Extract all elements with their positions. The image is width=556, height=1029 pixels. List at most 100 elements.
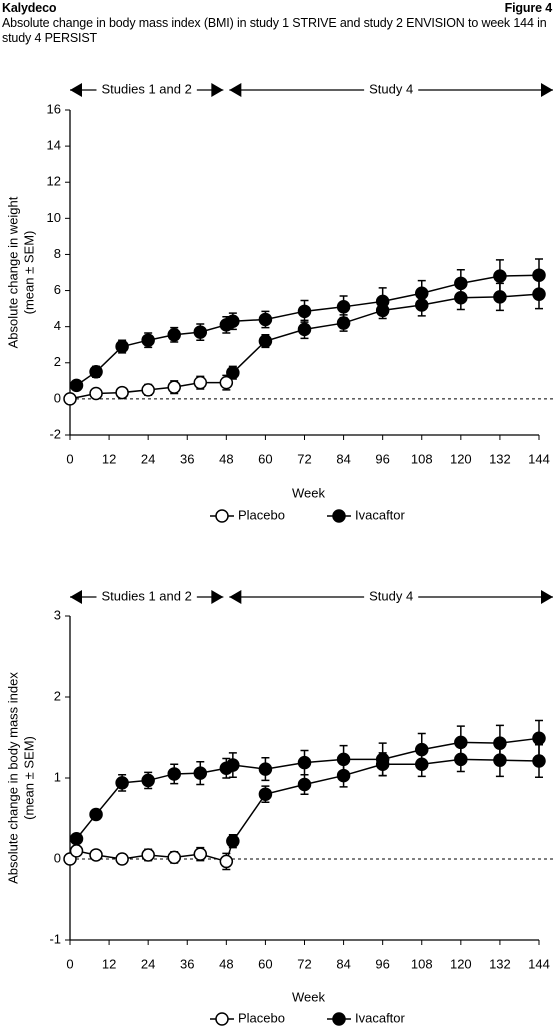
data-point (115, 852, 129, 866)
data-point (193, 375, 208, 390)
y-tick-label: 2 (54, 688, 61, 703)
data-point (454, 735, 468, 750)
y-tick-label: -1 (49, 931, 61, 946)
data-point (336, 300, 351, 314)
x-tick-label: 84 (336, 956, 350, 971)
x-tick-label: 12 (102, 956, 116, 971)
data-point (226, 365, 240, 380)
data-point (258, 334, 273, 348)
x-tick-label: 0 (66, 956, 73, 971)
annotation-label-bg (96, 87, 197, 93)
data-point (493, 736, 507, 750)
x-tick-label: 120 (450, 451, 472, 466)
header-top: Kalydeco Figure 4 (2, 1, 552, 16)
data-point (141, 383, 155, 397)
data-point (297, 322, 312, 337)
data-point (493, 290, 507, 304)
data-point (89, 365, 103, 379)
data-point (69, 832, 84, 846)
x-tick-label: 144 (528, 956, 550, 971)
x-tick-label: 48 (219, 956, 233, 971)
data-point (219, 854, 234, 869)
data-point (454, 291, 468, 305)
data-point (167, 850, 181, 865)
data-point (415, 757, 429, 771)
annotation-label-bg (96, 594, 197, 600)
x-tick-label: 132 (489, 956, 511, 971)
annotation-label-bg (364, 594, 419, 600)
y-tick-label: 0 (54, 390, 61, 405)
x-tick-label: 96 (375, 956, 389, 971)
data-point (258, 762, 273, 776)
x-tick-label: 0 (66, 451, 73, 466)
y-tick-label: 10 (47, 210, 61, 225)
legend-marker (332, 1012, 346, 1026)
data-point (89, 386, 103, 401)
y-tick-label: 8 (54, 246, 61, 261)
x-tick-label: 24 (141, 956, 155, 971)
legend-label: Placebo (238, 1010, 285, 1025)
data-point (219, 375, 234, 390)
x-tick-label: 108 (411, 956, 433, 971)
legend-label: Ivacaftor (355, 1010, 406, 1025)
data-point (297, 777, 312, 792)
data-point (336, 316, 351, 330)
data-point (226, 834, 240, 848)
data-point (258, 787, 273, 801)
data-point (141, 848, 155, 862)
arrowhead (541, 83, 553, 97)
data-point (532, 754, 546, 768)
y-axis-label: (mean ± SEM) (21, 231, 36, 315)
arrowhead (229, 83, 242, 97)
data-point (141, 773, 155, 788)
data-point (226, 314, 240, 328)
data-point (493, 269, 507, 283)
annotation-label: Study 4 (369, 81, 413, 96)
x-tick-label: 108 (411, 451, 433, 466)
data-point (193, 325, 208, 339)
x-tick-label: 48 (219, 451, 233, 466)
x-tick-label: 24 (141, 451, 155, 466)
data-point (193, 847, 208, 861)
x-axis-label: Week (292, 989, 325, 1004)
data-point (454, 752, 468, 767)
data-point (115, 776, 129, 790)
y-tick-label: 1 (54, 769, 61, 784)
arrowhead (229, 590, 242, 604)
data-point (193, 766, 208, 780)
x-tick-label: 12 (102, 451, 116, 466)
data-point (375, 294, 390, 309)
data-point (336, 768, 351, 783)
data-point (115, 339, 129, 354)
x-tick-label: 84 (336, 451, 350, 466)
x-tick-label: 72 (297, 451, 311, 466)
data-point (226, 758, 240, 772)
data-point (375, 752, 390, 767)
y-tick-label: 12 (47, 174, 61, 189)
y-tick-label: 6 (54, 282, 61, 297)
data-point (532, 731, 546, 746)
data-point (258, 312, 273, 327)
data-point (89, 848, 103, 862)
x-tick-label: 72 (297, 956, 311, 971)
data-point (532, 268, 546, 282)
data-point (167, 328, 181, 342)
series-line (232, 758, 540, 842)
annotation-label: Studies 1 and 2 (101, 588, 191, 603)
data-point (297, 755, 312, 770)
figure-label: Figure 4 (504, 1, 553, 15)
data-point (89, 807, 103, 822)
x-tick-label: 36 (180, 956, 194, 971)
legend-label: Placebo (238, 507, 285, 522)
series-line (76, 274, 540, 386)
y-tick-label: 16 (47, 101, 61, 116)
data-point (493, 753, 507, 767)
y-axis-label: (mean ± SEM) (21, 736, 36, 820)
data-point (141, 333, 155, 347)
data-point (115, 385, 129, 400)
legend-marker (215, 509, 229, 523)
y-tick-label: 2 (54, 354, 61, 369)
legend-label: Ivacaftor (355, 507, 406, 522)
data-point (63, 392, 77, 406)
